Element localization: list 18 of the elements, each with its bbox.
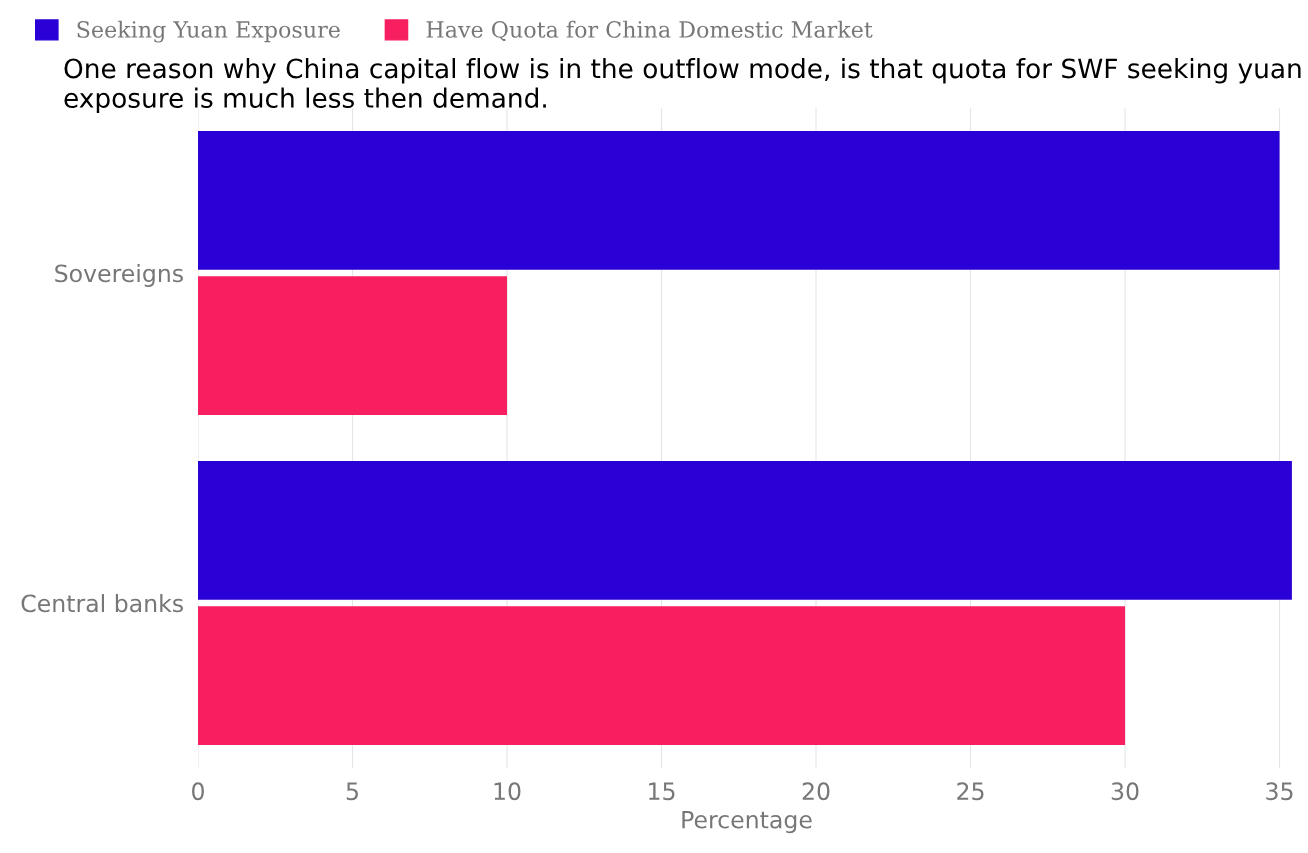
x-axis-title: Percentage	[682, 811, 812, 834]
annotation: One reason why China capital flow is in the outflow mode, is that quota for SWF seeking yuan exposure is much less then demand.	[64, 58, 1301, 114]
y-tick-label: Sovereigns	[55, 264, 183, 287]
y-tick-label: Central banks	[21, 594, 183, 613]
bar	[198, 461, 1292, 600]
bar	[198, 276, 508, 415]
x-tick-label: 5	[346, 782, 358, 801]
x-tick-label: 20	[802, 782, 830, 801]
legend-label: Have Quota for China Domestic Market	[426, 20, 873, 42]
x-tick-label: 10	[494, 782, 521, 801]
legend-label: Seeking Yuan Exposure	[77, 20, 340, 43]
bar	[198, 131, 1280, 270]
x-tick-label: 30	[1111, 782, 1139, 801]
x-tick-label: 25	[957, 782, 984, 801]
x-tick-label: 35	[1266, 782, 1293, 801]
x-tick-label: 0	[192, 782, 204, 801]
x-tick-label: 15	[649, 782, 675, 801]
bar	[198, 606, 1126, 745]
